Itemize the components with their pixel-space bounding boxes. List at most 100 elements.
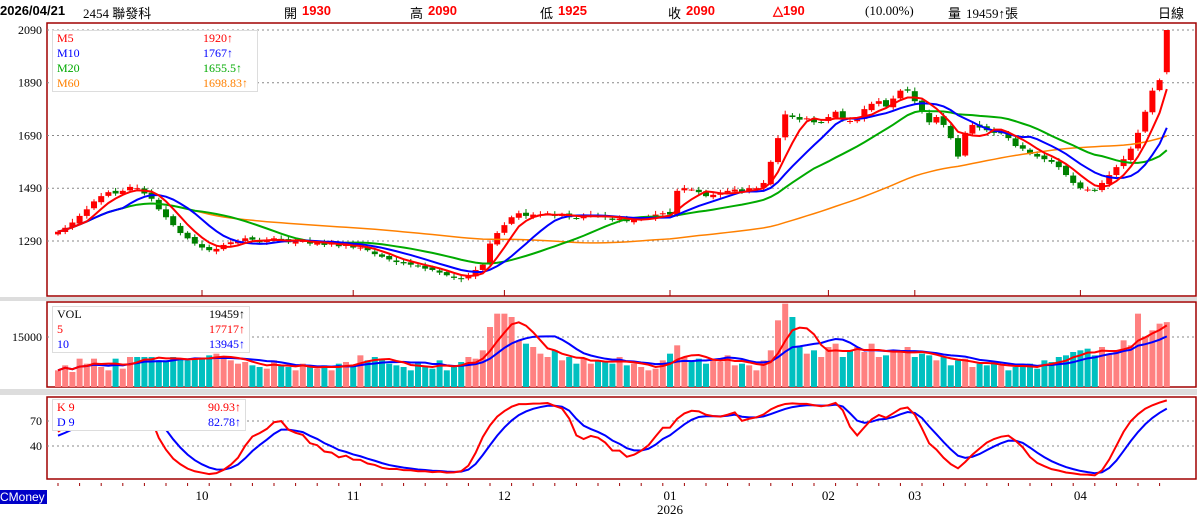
volume-bar bbox=[890, 350, 897, 387]
volume-bar bbox=[1012, 367, 1019, 387]
candle-body bbox=[314, 242, 321, 245]
volume-bar bbox=[271, 360, 277, 387]
candle-body bbox=[458, 278, 465, 280]
volume-bar bbox=[487, 327, 493, 387]
volume-bar bbox=[292, 370, 299, 387]
volume-bar bbox=[1156, 323, 1163, 387]
volume-bar bbox=[847, 350, 853, 387]
volume-bar bbox=[1106, 353, 1113, 387]
volume-bar bbox=[1135, 313, 1141, 387]
volume-bar bbox=[155, 360, 162, 387]
volume-bar bbox=[551, 350, 558, 387]
volume-bar bbox=[335, 363, 342, 387]
volume-bar bbox=[213, 353, 220, 387]
volume-bar bbox=[695, 358, 702, 387]
candle-body bbox=[206, 247, 213, 251]
stock-name: 2454 聯發科 bbox=[83, 6, 152, 21]
volume-bar bbox=[537, 353, 544, 387]
volume-bar bbox=[1091, 355, 1098, 387]
volume-bar bbox=[854, 347, 861, 387]
candle-body bbox=[112, 190, 119, 194]
ma10-value: 1767↑ bbox=[203, 46, 233, 60]
vol-ma5-value: 17717↑ bbox=[209, 322, 245, 336]
ma5-value: 1920↑ bbox=[203, 31, 233, 45]
volume-bar bbox=[191, 358, 198, 387]
volume-bar bbox=[782, 303, 789, 387]
volume-bar bbox=[242, 362, 249, 387]
volume-bar bbox=[163, 360, 169, 387]
candle-body bbox=[530, 214, 537, 218]
volume-bar bbox=[861, 352, 868, 387]
volume-bar bbox=[868, 343, 875, 387]
volume-bar bbox=[177, 358, 184, 387]
volume-bar bbox=[379, 358, 385, 387]
candle-body bbox=[515, 213, 522, 218]
candle-body bbox=[573, 218, 580, 220]
volume-bar bbox=[1027, 363, 1033, 387]
candle-body bbox=[163, 209, 169, 218]
candle-body bbox=[429, 267, 436, 270]
volume-label: 量 bbox=[948, 6, 962, 21]
candle-body bbox=[933, 117, 940, 123]
volume-bar bbox=[919, 353, 925, 387]
volume-bar bbox=[220, 357, 227, 387]
volume-tick-label: 15000 bbox=[12, 330, 42, 344]
candle-body bbox=[407, 262, 414, 265]
candle-body bbox=[710, 194, 717, 198]
volume-bar bbox=[839, 357, 846, 387]
candle-body bbox=[177, 225, 184, 234]
candle-body bbox=[357, 247, 364, 249]
period-selector[interactable]: 日線 bbox=[1158, 6, 1185, 21]
change-percent: (10.00%) bbox=[865, 3, 914, 18]
volume-bar bbox=[1120, 340, 1127, 387]
candle-body bbox=[199, 244, 205, 248]
ma20-value: 1655.5↑ bbox=[203, 61, 242, 75]
k-line bbox=[57, 399, 1168, 477]
candle-body bbox=[292, 240, 299, 244]
volume-bar bbox=[602, 362, 609, 387]
ma60-line bbox=[57, 135, 1168, 244]
price-tick-label: 1290 bbox=[18, 234, 42, 248]
volume-bar bbox=[170, 357, 177, 387]
month-label: 03 bbox=[908, 488, 922, 503]
volume-bar bbox=[479, 350, 486, 387]
candle-body bbox=[919, 100, 925, 112]
candle-body bbox=[1012, 138, 1019, 147]
candle-body bbox=[962, 132, 969, 156]
candle-body bbox=[1135, 132, 1141, 149]
volume-bar bbox=[199, 358, 205, 387]
brand-logo: CMoney bbox=[0, 490, 47, 504]
candle-body bbox=[947, 125, 954, 139]
volume-bar bbox=[573, 363, 580, 387]
volume-bar bbox=[515, 340, 522, 387]
candle-body bbox=[861, 109, 868, 119]
volume-bar bbox=[62, 365, 69, 387]
volume-bar bbox=[983, 365, 990, 387]
volume-bar bbox=[544, 357, 551, 387]
month-label: 11 bbox=[346, 488, 360, 503]
volume-bar bbox=[1084, 348, 1091, 387]
volume-bar bbox=[407, 370, 414, 387]
volume-bar bbox=[105, 370, 112, 387]
candle-body bbox=[98, 196, 105, 203]
volume-bar bbox=[357, 355, 364, 387]
candle-body bbox=[119, 190, 126, 195]
volume-bar bbox=[832, 343, 839, 387]
volume-bar bbox=[443, 370, 450, 387]
ma-legend: M5 1920↑ M10 1767↑ M20 1655.5↑ M60 1698.83↑ bbox=[52, 30, 258, 92]
candle-body bbox=[1070, 175, 1077, 183]
candle-body bbox=[904, 89, 911, 91]
kd-tick-label: 70 bbox=[30, 414, 42, 428]
candle-body bbox=[249, 237, 256, 240]
d-line bbox=[57, 403, 1168, 475]
volume-bar bbox=[83, 363, 90, 387]
volume-bar bbox=[616, 357, 623, 387]
volume-bar bbox=[883, 355, 889, 387]
volume-bar bbox=[976, 363, 983, 387]
low-value: 1925 bbox=[558, 3, 587, 18]
volume-bar bbox=[688, 360, 695, 387]
candle-body bbox=[523, 212, 529, 216]
volume-bar bbox=[1113, 350, 1120, 387]
volume-bar bbox=[962, 358, 969, 387]
